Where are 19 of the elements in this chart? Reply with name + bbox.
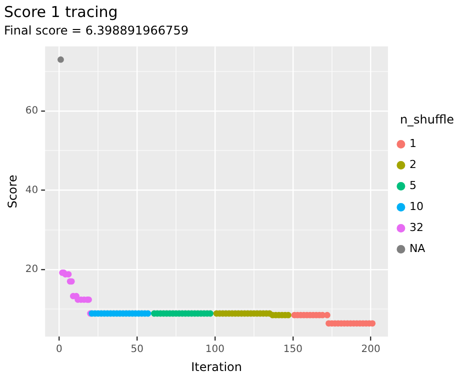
y-tick-label: 60 — [25, 106, 38, 117]
legend-label: NA — [409, 242, 426, 256]
legend-label: 32 — [409, 221, 424, 234]
x-tick-label: 150 — [283, 344, 302, 356]
x-tick-label: 200 — [361, 344, 380, 356]
legend-label: 5 — [409, 179, 416, 192]
x-tick-label: 100 — [205, 344, 225, 356]
y-tick-label: 40 — [25, 184, 38, 196]
legend-label: 2 — [409, 158, 416, 172]
x-axis-title: Iteration — [191, 360, 242, 374]
x-tick-label: 0 — [56, 344, 62, 356]
y-axis-title: Score — [5, 174, 20, 208]
chart-subtitle: Final score = 6.398891966759 — [4, 23, 188, 38]
chart-title: Score 1 tracing — [4, 2, 118, 21]
x-tick-label: 50 — [130, 344, 144, 356]
y-tick-label: 20 — [25, 264, 38, 276]
legend-label: 1 — [409, 137, 416, 150]
legend-label: 10 — [409, 200, 424, 214]
legend-title: n_shuffle — [400, 112, 454, 126]
